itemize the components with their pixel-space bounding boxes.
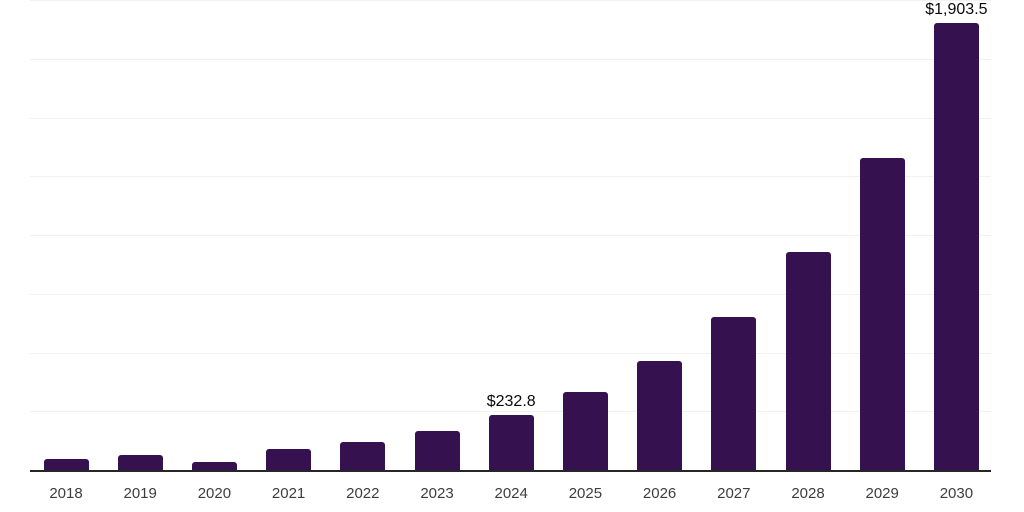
gridline-1500 <box>30 117 991 119</box>
bar-2021 <box>266 449 312 470</box>
x-tick-2023: 2023 <box>420 485 454 502</box>
data-label-2024: $232.8 <box>486 393 536 411</box>
bar-2020 <box>191 461 237 470</box>
x-tick-2022: 2022 <box>346 485 380 502</box>
x-tick-2028: 2028 <box>791 485 825 502</box>
gridline-250 <box>30 411 991 413</box>
bar-2027 <box>711 316 757 470</box>
x-axis: 2018 2019 2020 2021 2022 2023 2024 2025 2026 2027… <box>0 472 1024 512</box>
x-tick-2018: 2018 <box>49 485 83 502</box>
bar-2025 <box>562 392 608 470</box>
gridline-1000 <box>30 235 991 236</box>
gridline-1250 <box>30 176 991 178</box>
bar-2023 <box>414 431 460 470</box>
bar-2022 <box>340 442 386 470</box>
x-tick-2019: 2019 <box>123 485 157 502</box>
plot-area: $232.8 $1,903.5 <box>30 0 991 472</box>
gridline-2000 <box>30 0 991 1</box>
x-tick-2025: 2025 <box>568 485 603 502</box>
bar-2029 <box>859 158 905 470</box>
data-label-2030: $1,903.5 <box>925 0 988 18</box>
x-tick-2020: 2020 <box>197 485 232 502</box>
gridline-500 <box>30 352 991 354</box>
x-tick-2027: 2027 <box>717 485 751 502</box>
x-tick-2021: 2021 <box>271 485 306 502</box>
x-tick-2026: 2026 <box>642 485 677 502</box>
bar-2030 <box>933 22 979 470</box>
bar-2019 <box>117 454 163 470</box>
bar-2026 <box>637 361 683 470</box>
x-tick-2030: 2030 <box>939 485 974 502</box>
bar-2028 <box>785 252 831 470</box>
bar-2018 <box>43 458 89 470</box>
bar-2024 <box>488 415 534 470</box>
x-tick-2029: 2029 <box>865 485 899 502</box>
x-tick-2024: 2024 <box>494 485 528 502</box>
gridline-1750 <box>30 58 991 60</box>
gridline-750 <box>30 293 991 295</box>
